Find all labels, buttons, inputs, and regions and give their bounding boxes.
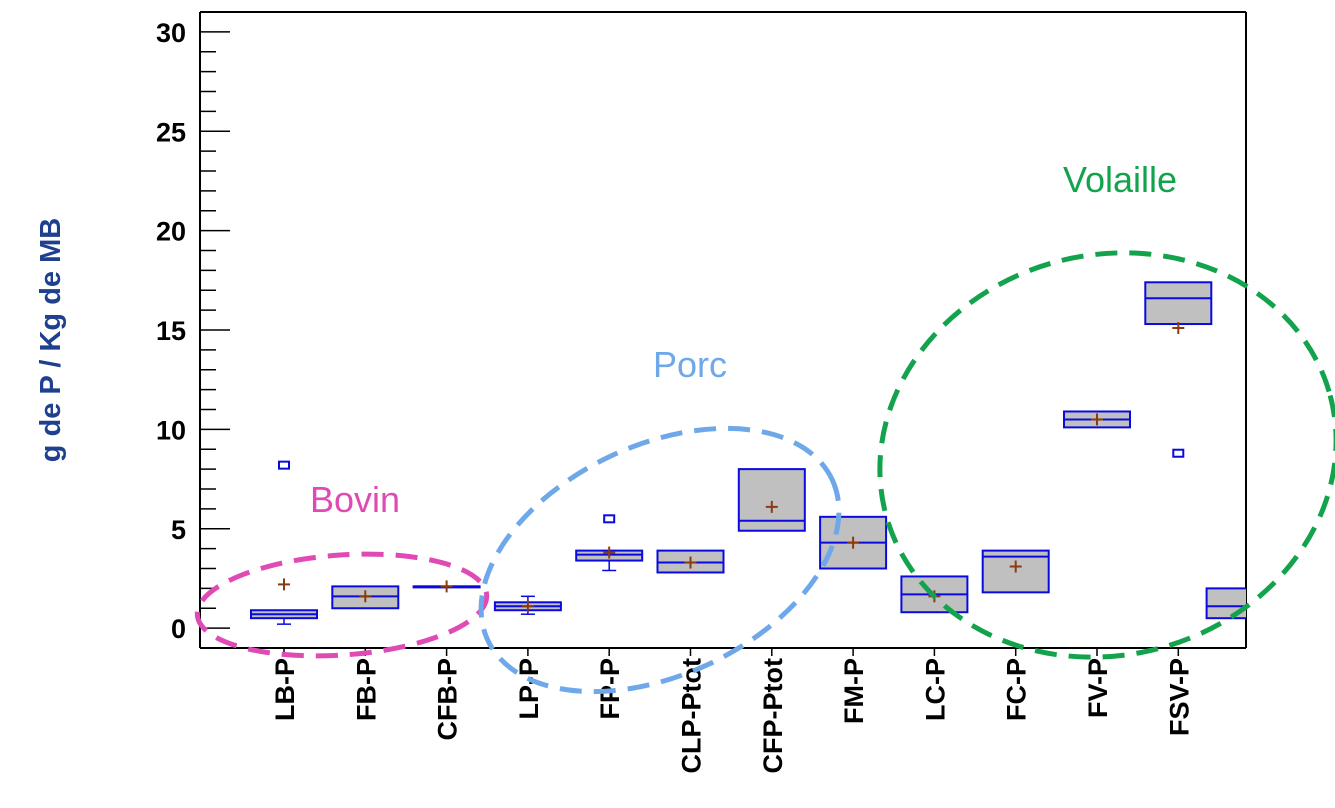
y-axis-label: g de P / Kg de MB [35,218,67,462]
box-CFP-Ptot [737,468,806,532]
box-CLP-Ptot [656,549,725,574]
box-rect [1144,281,1213,326]
x-tick-label: LP-P [514,658,544,720]
x-tick-label: FV-P [1083,658,1113,718]
box-LB-P [250,460,318,625]
y-tick-label: 15 [156,316,186,346]
group-ellipse-bovin [194,551,490,659]
outlier-point [603,514,616,524]
box-FSV-P [1144,281,1213,458]
group-label-porc: Porc [653,344,727,385]
x-tick-label: CFP-Ptot [758,658,788,773]
x-tick-label: FB-P [351,658,381,721]
group-label-bovin: Bovin [310,479,400,520]
box-CFB-P [412,580,481,593]
x-tick-label: LC-P [920,658,950,721]
box-LP-P [493,595,562,615]
y-tick-label: 30 [156,18,186,48]
x-tick-label: FSV-P [1164,658,1194,736]
box-FM-P [819,515,888,570]
y-tick-label: 5 [171,515,186,545]
box-FC-P [981,549,1050,594]
group-ellipse-volaille [877,250,1335,660]
outlier-point [278,460,290,470]
y-axis: 0 5 10 15 20 25 30 [156,18,230,644]
x-axis: LB-P FB-P CFB-P LP-P FP-P CLP-Ptot CFP-Ptot FM-… [270,648,1194,773]
y-tick-label: 10 [156,415,186,445]
group-annotations: Bovin Porc Volaille [194,159,1335,695]
x-tick-label: FC-P [1002,658,1032,721]
box-rect [1205,587,1246,620]
x-tick-label: LB-P [270,658,300,721]
y-tick-label: 20 [156,217,186,247]
group-label-volaille: Volaille [1063,159,1177,200]
box-FB-P [331,585,400,610]
box-series [250,281,1246,625]
y-tick-label: 0 [171,614,186,644]
outlier-point [1172,448,1185,458]
group-ellipse-porc [478,425,842,695]
x-tick-label: CFB-P [433,658,463,741]
y-tick-label: 25 [156,117,186,147]
box-FP-P [575,514,644,572]
x-tick-label: FM-P [839,658,869,724]
box-FV-P [1063,410,1131,429]
partial-box [1205,587,1246,620]
